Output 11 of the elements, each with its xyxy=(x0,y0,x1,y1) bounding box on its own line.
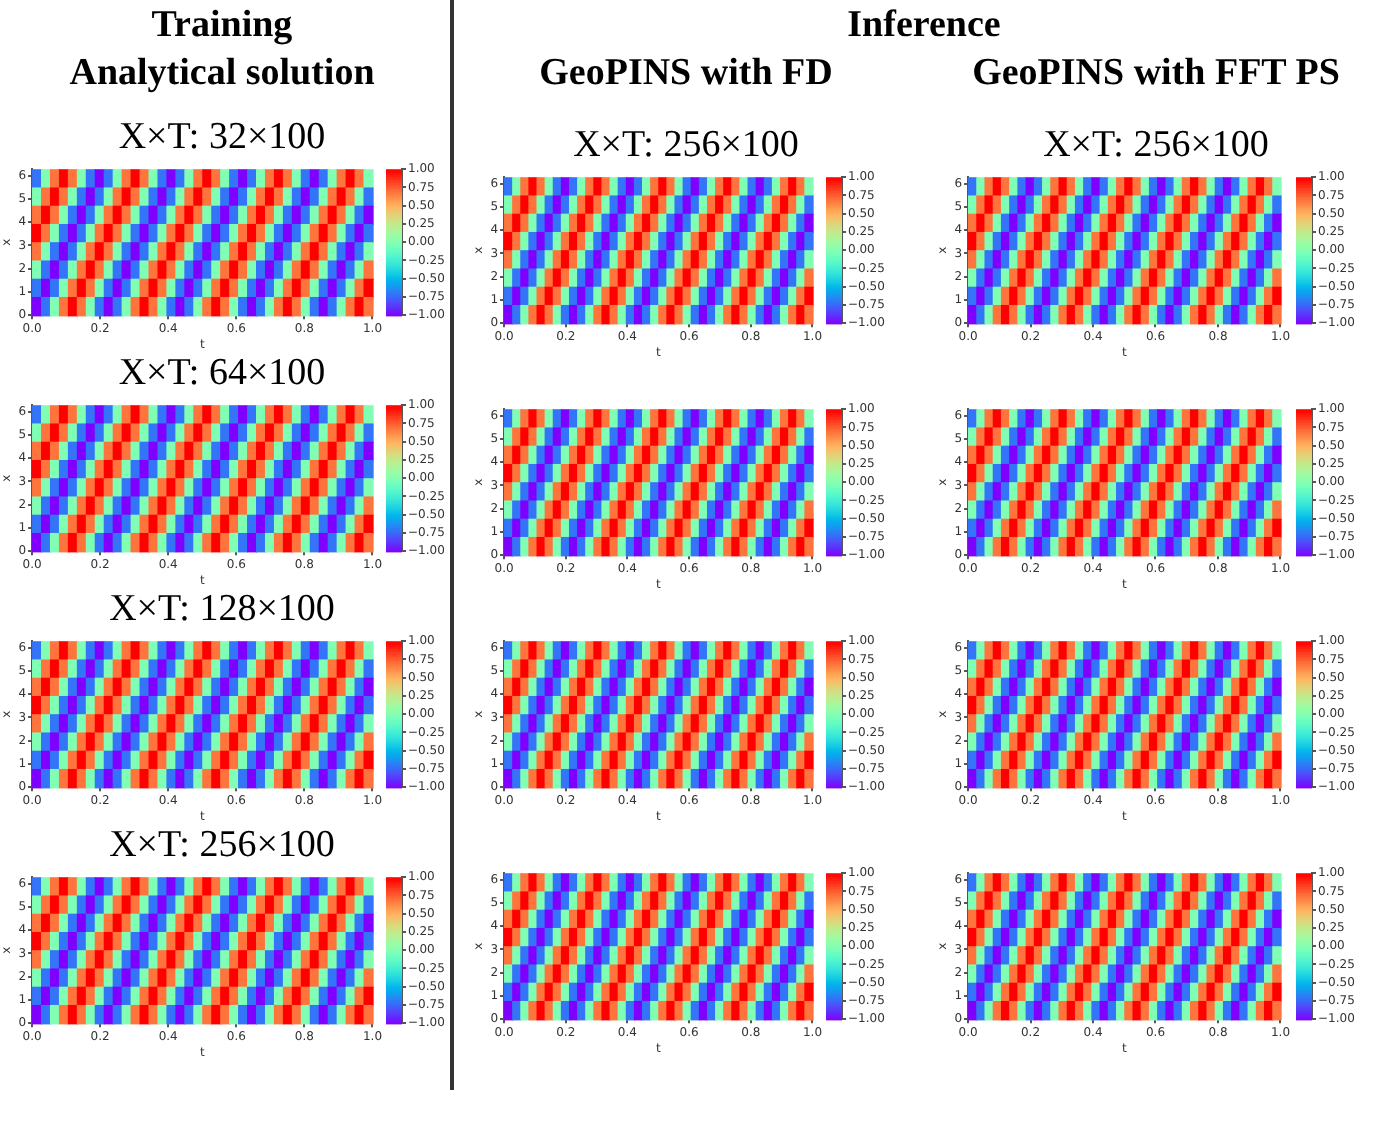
chart-subtitle: X×T: 128×100 xyxy=(107,588,337,630)
chart-title: GeoPINS with FD xyxy=(537,52,835,96)
chart-subtitle: X×T: 256×100 xyxy=(1041,124,1271,166)
chart-title: GeoPINS with FFT PS xyxy=(970,52,1342,96)
chart-subtitle: X×T: 64×100 xyxy=(116,352,328,394)
text: Training xyxy=(149,4,295,48)
text: Inference xyxy=(845,4,1003,48)
chart-subtitle: X×T: 32×100 xyxy=(116,116,328,158)
chart-title: Analytical solution xyxy=(67,52,377,96)
chart-subtitle: X×T: 256×100 xyxy=(571,124,801,166)
chart-subtitle: X×T: 256×100 xyxy=(107,824,337,866)
